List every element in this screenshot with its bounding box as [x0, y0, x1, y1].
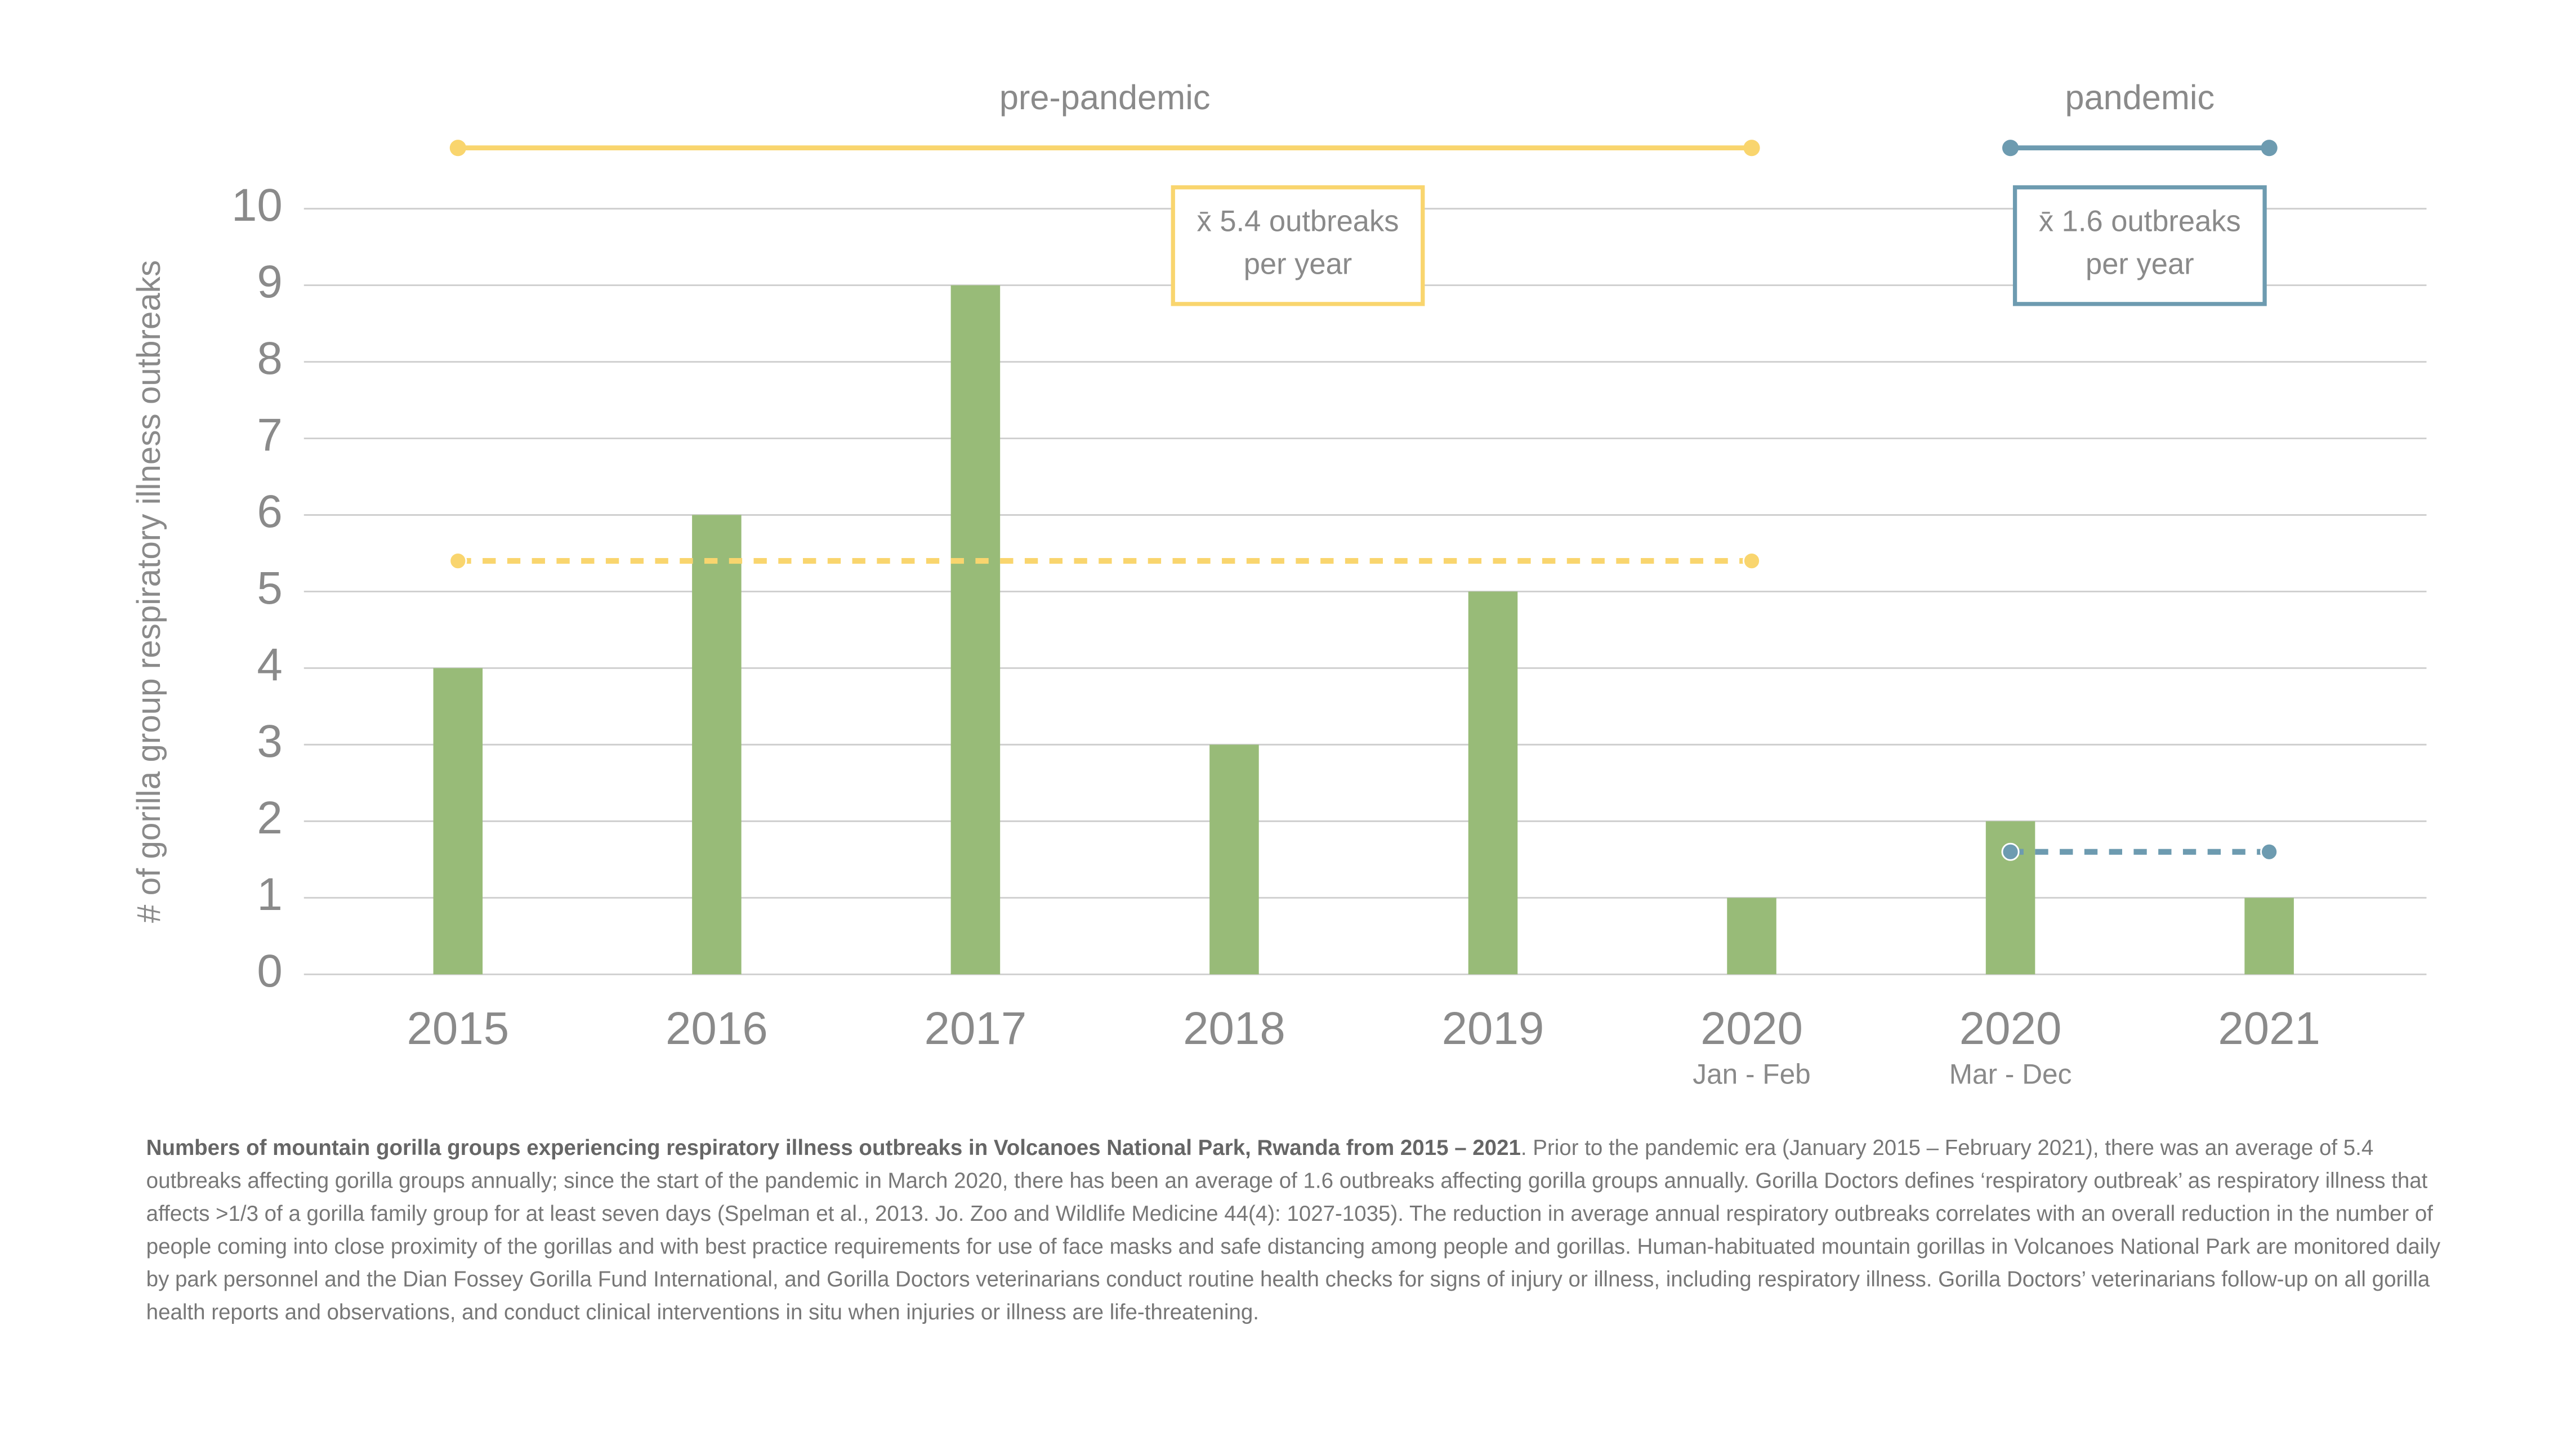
period-end: [2002, 140, 2019, 157]
y-tick-label: 3: [257, 716, 282, 767]
bar: [950, 285, 1001, 975]
y-tick-label: 0: [257, 945, 282, 997]
caption: Numbers of mountain gorilla groups exper…: [146, 1132, 2446, 1329]
annotation-text: x̄ 1.6 outbreaks: [2039, 205, 2241, 238]
caption-text: . Prior to the pandemic era (January 201…: [146, 1135, 2441, 1324]
bar: [1209, 744, 1259, 975]
period-label: pre-pandemic: [999, 78, 1211, 117]
annotation-text: x̄ 5.4 outbreaks: [1197, 205, 1399, 238]
y-axis-label: # of gorilla group respiratory illness o…: [131, 260, 167, 923]
bar: [692, 515, 742, 975]
x-tick-label: 2017: [925, 1003, 1027, 1054]
x-tick-label: 2021: [2218, 1003, 2320, 1054]
caption-title: Numbers of mountain gorilla groups exper…: [146, 1135, 1521, 1160]
x-tick-label: 2016: [666, 1003, 768, 1054]
y-tick-label: 4: [257, 639, 282, 690]
period-end: [2261, 140, 2278, 157]
period-end: [449, 140, 466, 157]
annotation-box: [1171, 185, 1425, 306]
x-tick-label: 2020: [1959, 1003, 2062, 1054]
plot: 0 1 2 3 4 5 6 7 8 9 10 2015 2016 2017 2018 2019 2020 Jan …: [231, 78, 2427, 1090]
y-tick-label: 7: [257, 409, 282, 461]
y-tick-label: 9: [257, 256, 282, 307]
x-tick-label: 2018: [1183, 1003, 1285, 1054]
bar: [433, 668, 483, 975]
period-label: pandemic: [2065, 78, 2215, 117]
x-tick-label: 2019: [1442, 1003, 1544, 1054]
annotation-text: per year: [1244, 248, 1352, 281]
bar: [1468, 591, 1518, 975]
x-tick-sublabel: Mar - Dec: [1949, 1058, 2072, 1090]
period-end: [1743, 140, 1760, 157]
bar: [2244, 898, 2294, 975]
y-tick-label: 10: [231, 180, 283, 231]
bar: [1727, 898, 1776, 975]
x-tick-label: 2020: [1700, 1003, 1803, 1054]
mean-end: [2260, 842, 2279, 861]
mean-end: [1742, 552, 1761, 570]
x-tick-sublabel: Jan - Feb: [1693, 1058, 1811, 1090]
y-tick-label: 6: [257, 486, 282, 537]
y-tick-label: 5: [257, 563, 282, 614]
annotation-box: [2012, 185, 2267, 306]
y-tick-label: 8: [257, 333, 282, 384]
annotation-text: per year: [2086, 248, 2194, 281]
mean-end: [2001, 842, 2020, 861]
mean-end: [449, 552, 467, 570]
x-tick-label: 2015: [407, 1003, 509, 1054]
y-tick-label: 2: [257, 792, 282, 844]
y-tick-label: 1: [257, 869, 282, 920]
caption-box: Numbers of mountain gorilla groups exper…: [146, 1132, 2446, 1329]
